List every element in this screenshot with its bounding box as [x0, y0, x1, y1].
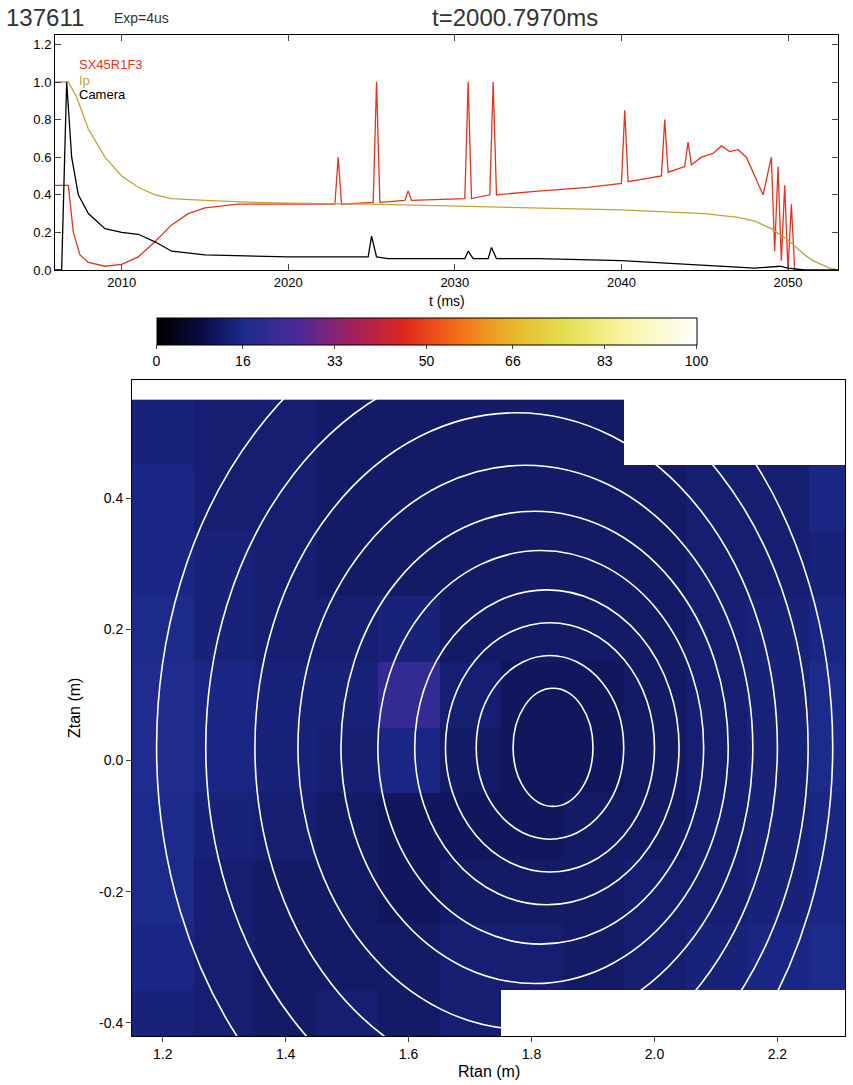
svg-text:0.0: 0.0	[104, 752, 124, 768]
svg-text:83: 83	[597, 353, 613, 369]
svg-text:100: 100	[685, 353, 709, 369]
svg-text:1.0: 1.0	[33, 75, 51, 90]
svg-text:-0.2: -0.2	[99, 884, 123, 900]
svg-text:137611: 137611	[6, 4, 84, 31]
svg-text:50: 50	[419, 353, 435, 369]
svg-text:0: 0	[153, 353, 161, 369]
svg-text:0.2: 0.2	[104, 621, 124, 637]
svg-text:Ip: Ip	[79, 73, 90, 88]
svg-text:0.0: 0.0	[33, 263, 51, 278]
svg-text:2.0: 2.0	[645, 1046, 665, 1062]
svg-text:SX45R1F3: SX45R1F3	[79, 57, 143, 72]
svg-text:Exp=4us: Exp=4us	[114, 10, 169, 26]
svg-text:1.4: 1.4	[276, 1046, 296, 1062]
svg-text:2050: 2050	[774, 275, 803, 290]
svg-text:-0.4: -0.4	[99, 1015, 123, 1031]
svg-text:1.2: 1.2	[33, 37, 51, 52]
svg-text:2.2: 2.2	[768, 1046, 788, 1062]
svg-text:16: 16	[235, 353, 251, 369]
svg-text:33: 33	[327, 353, 343, 369]
svg-text:t (ms): t (ms)	[429, 293, 465, 309]
svg-text:2020: 2020	[274, 275, 303, 290]
svg-text:1.8: 1.8	[522, 1046, 542, 1062]
svg-text:Rtan (m): Rtan (m)	[458, 1063, 520, 1080]
svg-text:1.6: 1.6	[399, 1046, 419, 1062]
svg-text:2040: 2040	[607, 275, 636, 290]
svg-text:t=2000.7970ms: t=2000.7970ms	[432, 4, 598, 31]
svg-text:2010: 2010	[107, 275, 136, 290]
svg-text:0.6: 0.6	[33, 150, 51, 165]
svg-text:0.2: 0.2	[33, 225, 51, 240]
svg-text:2030: 2030	[440, 275, 469, 290]
svg-text:0.4: 0.4	[33, 187, 51, 202]
svg-text:66: 66	[505, 353, 521, 369]
svg-text:0.4: 0.4	[104, 490, 124, 506]
svg-text:1.2: 1.2	[153, 1046, 173, 1062]
svg-text:Ztan (m): Ztan (m)	[66, 678, 83, 738]
svg-text:0.8: 0.8	[33, 112, 51, 127]
svg-text:Camera: Camera	[79, 87, 126, 102]
